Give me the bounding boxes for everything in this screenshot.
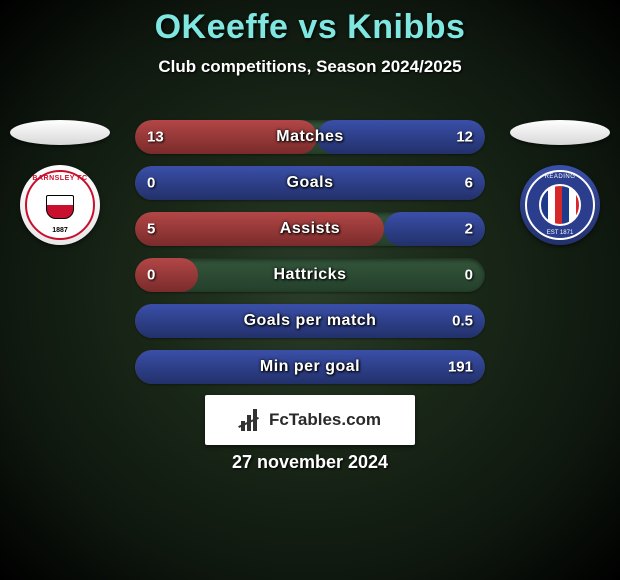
- left-oval-icon: [10, 120, 110, 145]
- stat-label: Assists: [135, 220, 485, 238]
- stat-row: 1312Matches: [135, 120, 485, 154]
- right-oval-icon: [510, 120, 610, 145]
- date-text: 27 november 2024: [0, 452, 620, 473]
- barnsley-badge-icon: BARNSLEY FC 1887: [25, 170, 95, 240]
- left-club-badge: BARNSLEY FC 1887: [20, 165, 100, 245]
- fctables-logo-icon: [239, 409, 263, 431]
- left-badge-crest-icon: [46, 195, 74, 219]
- stat-label: Goals per match: [135, 312, 485, 330]
- stat-row: 0.5Goals per match: [135, 304, 485, 338]
- comparison-infographic: OKeeffe vs Knibbs Club competitions, Sea…: [0, 0, 620, 580]
- reading-badge-icon: READING EST 1871: [525, 170, 595, 240]
- stat-row: 06Goals: [135, 166, 485, 200]
- stat-label: Min per goal: [135, 358, 485, 376]
- stat-label: Hattricks: [135, 266, 485, 284]
- stat-label: Matches: [135, 128, 485, 146]
- right-badge-est: EST 1871: [547, 230, 574, 236]
- stat-row: 00Hattricks: [135, 258, 485, 292]
- stat-label: Goals: [135, 174, 485, 192]
- right-player-side: READING EST 1871: [500, 120, 620, 245]
- comparison-bars: 1312Matches 06Goals 52Assists 00Hattricks 0.…: [135, 120, 485, 396]
- subtitle: Club competitions, Season 2024/2025: [0, 57, 620, 77]
- brand-text: FcTables.com: [269, 410, 381, 430]
- left-player-side: BARNSLEY FC 1887: [0, 120, 120, 245]
- stat-row: 52Assists: [135, 212, 485, 246]
- right-badge-ring-text: READING: [545, 174, 576, 180]
- right-club-badge: READING EST 1871: [520, 165, 600, 245]
- left-badge-top-text: BARNSLEY FC: [32, 175, 87, 182]
- brand-badge: FcTables.com: [205, 395, 415, 445]
- stat-row: 191Min per goal: [135, 350, 485, 384]
- right-badge-stripes-icon: [539, 184, 581, 226]
- left-badge-year: 1887: [52, 227, 68, 234]
- page-title: OKeeffe vs Knibbs: [0, 0, 620, 47]
